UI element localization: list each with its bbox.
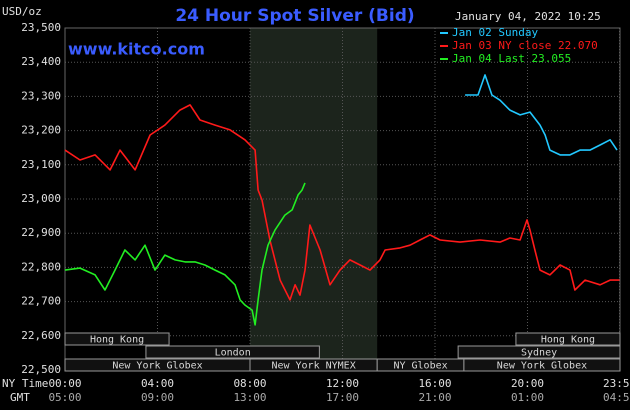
x2-tick-label: 17:00 [326,391,359,404]
chart-title: 24 Hour Spot Silver (Bid) [175,6,414,26]
session-label: Hong Kong [90,335,144,346]
legend-label: Jan 02 Sunday [452,26,538,39]
series-line [64,182,306,326]
legend-label: Jan 04 Last 23.055 [452,52,571,65]
session-label: Hong Kong [541,335,595,346]
y-tick-label: 22,900 [21,226,61,239]
session-label: Sydney [521,348,557,359]
y-axis-label: USD/oz [2,5,42,18]
session-label: New York Globex [112,361,202,372]
watermark: www.kitco.com [68,40,205,59]
session-shade [250,28,378,370]
session-label: London [215,348,251,359]
x2-tick-label: 05:00 [48,391,81,404]
x2-tick-label: 09:00 [141,391,174,404]
x2-tick-label: 21:00 [418,391,451,404]
x-axis-label: NY Time [2,377,48,390]
session-bar [463,358,621,372]
series-line [465,74,618,156]
x2-axis-label: GMT [10,391,30,404]
y-tick-label: 22,600 [21,329,61,342]
x2-tick-label: 13:00 [233,391,266,404]
x-tick-label: 23:59 [603,377,630,390]
y-tick-label: 23,500 [21,21,61,34]
session-label: NY Globex [393,361,447,372]
x-tick-label: 20:00 [511,377,544,390]
y-tick-label: 23,100 [21,158,61,171]
y-tick-label: 23,400 [21,55,61,68]
y-tick-label: 22,500 [21,363,61,376]
x-tick-label: 00:00 [48,377,81,390]
y-tick-label: 23,300 [21,89,61,102]
x-tick-label: 08:00 [233,377,266,390]
y-tick-label: 22,700 [21,295,61,308]
x-tick-label: 12:00 [326,377,359,390]
x2-tick-label: 01:00 [511,391,544,404]
y-tick-label: 22,800 [21,260,61,273]
session-label: New York NYMEX [271,361,355,372]
timestamp: January 04, 2022 10:25 [455,10,601,23]
y-tick-label: 23,000 [21,192,61,205]
session-bar [64,332,170,346]
session-bar [145,345,320,359]
x2-tick-label: 04:59 [603,391,630,404]
session-label: New York Globex [497,361,587,372]
session-bar [457,345,621,359]
session-bar [515,332,621,346]
y-tick-label: 23,200 [21,124,61,137]
x-tick-label: 16:00 [418,377,451,390]
series-line [64,104,620,301]
x-tick-label: 04:00 [141,377,174,390]
legend-label: Jan 03 NY close 22.070 [452,39,598,52]
